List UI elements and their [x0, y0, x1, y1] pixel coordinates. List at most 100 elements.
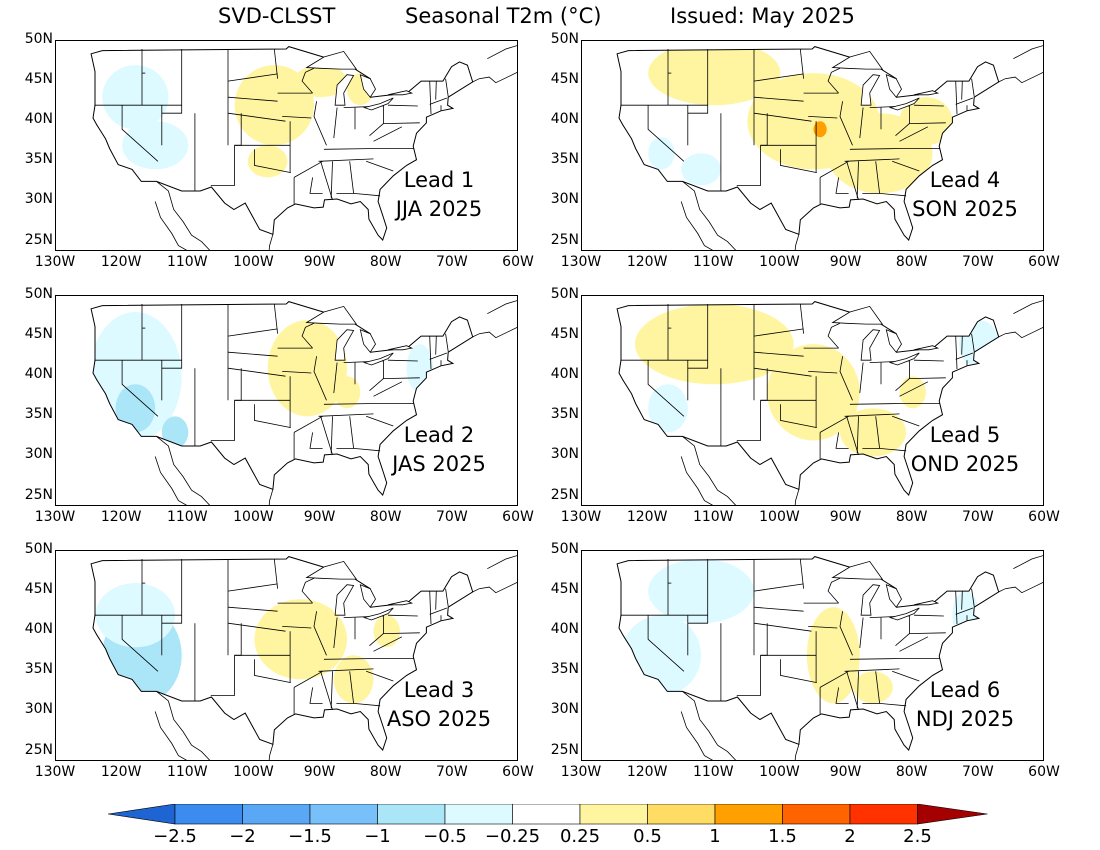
state-boundary — [154, 711, 187, 760]
state-boundary — [323, 658, 376, 660]
lead-label: Lead 2 JAS 2025 — [374, 421, 504, 479]
anomaly-region — [294, 65, 348, 98]
state-boundary — [794, 744, 800, 760]
state-boundary — [908, 615, 946, 635]
state-boundary — [301, 577, 315, 604]
state-boundary — [862, 416, 881, 449]
great-lake — [305, 50, 358, 70]
state-boundary — [320, 416, 333, 456]
longitude-tick-label: 60W — [502, 509, 534, 525]
latitude-tick-label: 30N — [550, 701, 579, 718]
state-boundary — [366, 160, 394, 172]
colorbar-label: 2 — [844, 826, 856, 847]
great-lake — [359, 584, 376, 608]
state-boundary — [282, 371, 312, 374]
state-boundary — [435, 591, 437, 610]
longitude-tick-label: 130W — [560, 254, 602, 270]
longitude-tick-label: 130W — [560, 764, 602, 780]
state-boundary — [879, 703, 907, 707]
state-boundary — [799, 303, 804, 334]
coastline — [90, 301, 474, 496]
anomaly-region — [648, 137, 675, 170]
state-boundary — [819, 415, 849, 433]
title-variable: Seasonal T2m (°C) — [405, 4, 602, 28]
longitude-tick-label: 60W — [502, 764, 534, 780]
state-boundary — [373, 381, 403, 397]
state-boundary — [369, 633, 384, 647]
state-boundary — [779, 659, 817, 683]
state-boundary — [1013, 45, 1043, 60]
great-lake — [305, 305, 358, 325]
state-boundary — [318, 668, 374, 672]
state-boundary — [799, 558, 804, 589]
state-boundary — [794, 234, 800, 250]
state-boundary — [273, 303, 278, 334]
state-boundary — [895, 633, 910, 647]
state-boundary — [282, 116, 312, 119]
colorbar-label: 2.5 — [903, 826, 932, 847]
longitude-tick-label: 110W — [692, 764, 734, 780]
coastline — [616, 46, 1000, 241]
state-boundary — [849, 148, 902, 150]
coastline — [90, 556, 474, 751]
latitude-tick-label: 40N — [550, 621, 579, 638]
season-label: NDJ 2025 — [915, 707, 1015, 731]
state-boundary — [682, 181, 737, 250]
state-boundary — [313, 611, 327, 656]
state-boundary — [736, 113, 768, 186]
latitude-tick-label: 25N — [550, 486, 579, 503]
latitude-tick-label: 40N — [550, 111, 579, 128]
longitude-tick-label: 120W — [626, 764, 668, 780]
state-boundary — [779, 149, 817, 173]
state-boundary — [827, 577, 841, 604]
lead-number: Lead 4 — [929, 168, 1001, 192]
anomaly-region — [681, 153, 721, 186]
colorbar-min-arrow — [108, 804, 176, 825]
state-boundary — [879, 448, 907, 452]
state-boundary — [273, 48, 278, 79]
state-boundary — [680, 201, 713, 250]
state-boundary — [859, 617, 864, 649]
state-boundary — [330, 671, 333, 709]
latitude-tick-label: 25N — [550, 231, 579, 248]
state-boundary — [753, 96, 804, 102]
state-boundary — [846, 671, 859, 711]
state-boundary — [753, 622, 812, 632]
state-boundary — [318, 158, 374, 162]
state-boundary — [753, 367, 812, 377]
longitude-tick-label: 100W — [759, 509, 800, 525]
state-boundary — [971, 588, 975, 607]
latitude-tick-label: 30N — [24, 446, 53, 463]
great-lake — [888, 97, 920, 111]
longitude-tick-label: 110W — [166, 509, 208, 525]
lead-label: Lead 5 OND 2025 — [900, 421, 1030, 479]
colorbar-segment — [309, 804, 378, 825]
great-lake — [305, 560, 358, 580]
anomaly-region — [853, 671, 893, 704]
state-boundary — [336, 161, 355, 194]
state-boundary — [998, 72, 1043, 84]
state-boundary — [382, 105, 420, 125]
state-boundary — [1013, 555, 1043, 570]
great-lake — [362, 607, 394, 621]
lead-label: Lead 4 SON 2025 — [900, 166, 1030, 224]
anomaly-region — [254, 599, 348, 680]
state-boundary — [839, 611, 853, 656]
state-boundary — [227, 583, 278, 592]
longitude-tick-label: 120W — [626, 254, 668, 270]
anomaly-region — [122, 121, 189, 170]
coastline — [90, 46, 474, 241]
state-boundary — [955, 336, 958, 370]
state-boundary — [892, 670, 920, 682]
anomaly-region — [648, 559, 754, 624]
state-boundary — [210, 623, 242, 696]
lead-number: Lead 6 — [929, 678, 1001, 702]
longitude-tick-label: 70W — [962, 509, 994, 525]
longitude-tick-label: 60W — [502, 254, 534, 270]
state-boundary — [808, 371, 838, 374]
season-label: SON 2025 — [912, 197, 1018, 221]
anomaly-region — [899, 97, 953, 146]
temperature-anomaly-map — [90, 555, 517, 760]
anomaly-region — [648, 46, 781, 106]
great-lake — [387, 600, 414, 606]
